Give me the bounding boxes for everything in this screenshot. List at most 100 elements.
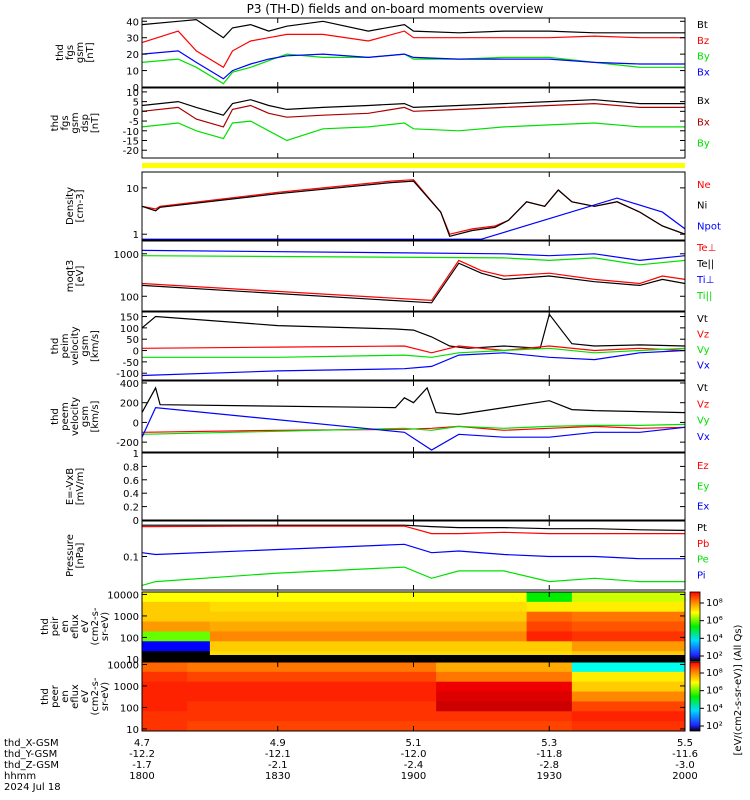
heatmap-cell (209, 621, 528, 632)
heatmap-cell (436, 681, 573, 693)
series-line (141, 312, 686, 349)
y-tick-label: 200 (120, 399, 139, 410)
x-tick-label: 1930 (537, 771, 562, 782)
x-axis-row-label: hhmm (4, 771, 36, 782)
heatmap-cell (571, 641, 686, 652)
series-line (142, 347, 686, 358)
legend-entry: Ti⊥ (696, 275, 714, 286)
panel-frame (141, 380, 686, 453)
x-tick-label: 2000 (672, 771, 697, 782)
x-tick-label: -2.8 (539, 760, 559, 771)
legend-entry: Pi (697, 570, 706, 581)
legend-entry: Bz (697, 36, 709, 47)
series-line (141, 386, 686, 416)
heatmap-cell (571, 662, 686, 673)
y-axis-label: fgs (60, 115, 71, 130)
heatmap-cell (142, 671, 188, 683)
heatmap-cell (571, 701, 686, 712)
heatmap-cell (436, 711, 573, 722)
y-axis-label: thd (50, 408, 61, 425)
legend-entry: Bx (697, 96, 710, 107)
heatmap-cell (571, 631, 686, 642)
y-axis-label: fgs (65, 45, 76, 60)
y-tick-label: 0.6 (123, 476, 139, 487)
panel-3: 100 1000 moqt3 [eV] Te⊥ Te|| Ti⊥ Ti|| (65, 240, 716, 312)
y-tick-label: 1000 (114, 250, 139, 261)
series-line (141, 50, 685, 80)
series-line (142, 197, 686, 240)
x-tick-label: 5.3 (541, 738, 557, 749)
y-tick-label: 0.1 (123, 552, 139, 563)
x-tick-label: -3.0 (675, 760, 695, 771)
y-axis-label: [nT] (90, 113, 101, 133)
heatmap-cell (436, 662, 573, 673)
heatmap-cell (526, 631, 573, 642)
y-axis-label: eflux (70, 684, 81, 709)
legend-entry: Bx (697, 117, 710, 128)
y-axis-label: en (60, 690, 71, 703)
x-tick-label: -2.4 (404, 760, 424, 771)
heatmap-cell (526, 641, 573, 652)
heatmap-cell (142, 681, 188, 693)
y-axis-label: [nT] (85, 42, 96, 62)
colorbar-tick-label: 10² (706, 721, 723, 732)
y-tick-label: 10000 (107, 590, 139, 601)
y-tick-label: 0 (133, 516, 139, 527)
y-tick-label: 0 (133, 347, 139, 358)
panel-7: 0.1 Pressure [nPa] Pt Pb Pe Pi (65, 520, 709, 591)
series-line (141, 566, 685, 586)
heatmap-cell (526, 611, 573, 623)
y-axis-label: (cm2-s- (90, 607, 101, 645)
panel-frame (141, 171, 686, 241)
x-tick-label: -11.6 (672, 749, 698, 760)
colorbar (689, 661, 701, 732)
y-axis-label: Pressure (65, 534, 76, 577)
y-tick-label: -20 (123, 146, 139, 157)
y-tick-label: 1000 (114, 612, 139, 623)
y-tick-label: 100 (120, 703, 139, 714)
heatmap-cell (142, 662, 188, 673)
heatmap-cell (187, 662, 437, 673)
y-tick-label: 10 (126, 67, 139, 78)
series-line (141, 120, 685, 142)
legend-entry: Pe (697, 555, 709, 566)
heatmap-cell (142, 701, 188, 712)
heatmap-cell (436, 701, 573, 712)
colorbar-tick-label: 10⁸ (706, 668, 723, 679)
series-line (141, 525, 685, 535)
y-axis-label: peir (50, 616, 61, 636)
status-bar (142, 163, 685, 168)
y-axis-label: eflux (70, 614, 81, 639)
y-tick-label: 100 (120, 324, 139, 335)
heatmap-cell (209, 641, 528, 652)
x-tick-label: -1.7 (132, 760, 152, 771)
panel-5: -200 0 200 400 thd peem velocity gsm [km/s] Vt Vz V… (50, 379, 710, 453)
series-line (141, 99, 685, 116)
legend-entry: By (697, 52, 710, 63)
colorbar-tick-label: 10⁶ (706, 616, 723, 627)
heatmap-cell (209, 592, 528, 603)
y-axis-label: thd (50, 115, 61, 132)
series-line (141, 262, 686, 304)
y-tick-label: 100 (120, 292, 139, 303)
panel-frame (141, 452, 686, 521)
legend-entry: Ti|| (696, 291, 712, 302)
y-axis-label: [cm-3] (75, 189, 86, 222)
series-line (141, 30, 685, 69)
legend-entry: Ex (697, 502, 709, 513)
y-axis-label: E=-VxB (65, 468, 76, 505)
y-axis-label: peem (60, 402, 71, 430)
x-tick-label: 1830 (265, 771, 290, 782)
legend-entry: Pb (697, 539, 709, 550)
y-tick-label: 50 (126, 335, 139, 346)
legend-entry: Pt (697, 523, 707, 534)
series-line (141, 249, 686, 262)
y-axis-label: peer (50, 684, 61, 708)
legend-entry: Ne (697, 180, 711, 191)
legend-entry: Ez (697, 461, 709, 472)
legend-entry: By (697, 139, 710, 150)
x-axis-row-label: thd_Z-GSM (4, 760, 59, 771)
